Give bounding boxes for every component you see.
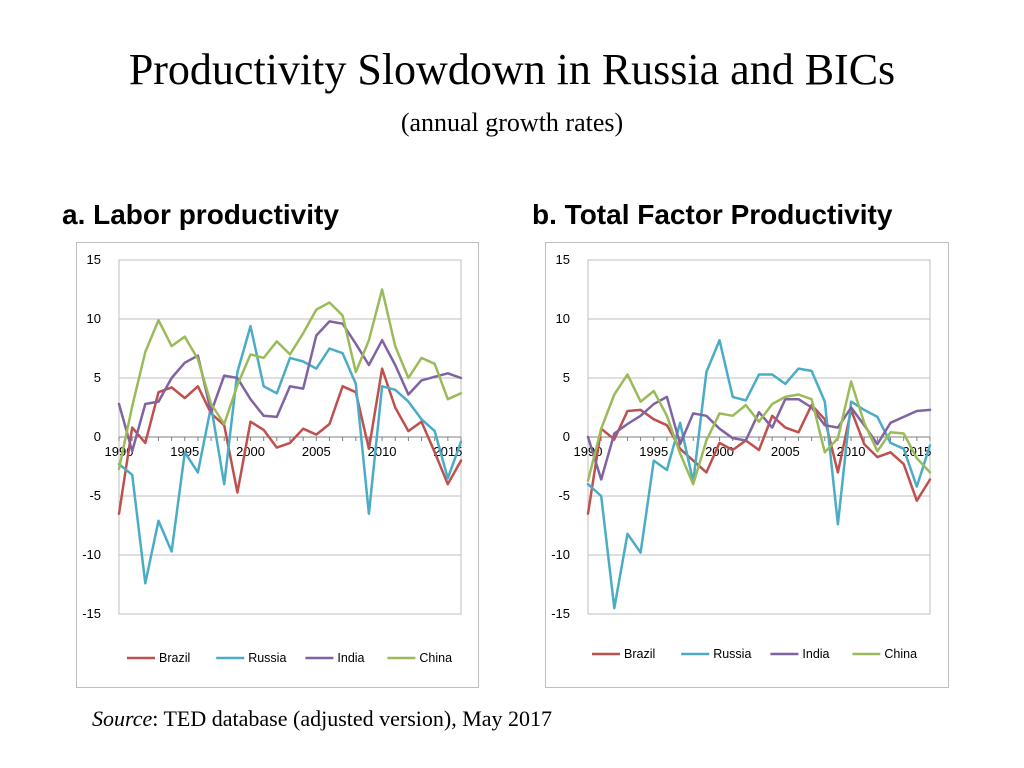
series-line-india xyxy=(117,320,463,453)
legend-label-india: India xyxy=(337,651,364,665)
source-label: Source xyxy=(92,706,153,731)
y-tick-label: 0 xyxy=(94,429,101,444)
series-line-russia xyxy=(117,324,463,585)
y-tick-label: 10 xyxy=(556,311,570,326)
page-title: Productivity Slowdown in Russia and BICs xyxy=(128,45,896,94)
y-tick-label: -15 xyxy=(82,606,101,621)
y-tick-label: -10 xyxy=(551,547,570,562)
labor-productivity-chart: 15 10 5 0 -5 -10 -15 1990 1995 2000 2005 2010 2015 Br… xyxy=(76,242,479,688)
legend-label-brazil: Brazil xyxy=(624,647,655,661)
legend-label-brazil: Brazil xyxy=(159,651,190,665)
y-tick-label: 5 xyxy=(94,370,101,385)
y-tick-label: -5 xyxy=(558,488,570,503)
series-line-brazil xyxy=(117,367,463,515)
x-tick-label: 2000 xyxy=(236,444,265,459)
legend-label-china: China xyxy=(884,647,917,661)
y-tick-label: 10 xyxy=(87,311,101,326)
tfp-chart: 15 10 5 0 -5 -10 -15 1990 1995 2000 2005 2010 2015 Br… xyxy=(545,242,949,688)
series-line-india xyxy=(586,395,932,481)
y-tick-label: -5 xyxy=(89,488,101,503)
y-tick-label: 15 xyxy=(556,252,570,267)
x-tick-label: 2010 xyxy=(368,444,397,459)
x-tick-label: 1995 xyxy=(639,444,668,459)
y-tick-label: 5 xyxy=(563,370,570,385)
source-text: : TED database (adjusted version), May 2… xyxy=(152,706,553,731)
y-tick-label: 15 xyxy=(87,252,101,267)
x-tick-label: 1990 xyxy=(105,444,134,459)
series-line-china xyxy=(586,373,932,486)
page-subtitle: (annual growth rates) xyxy=(400,108,624,137)
legend-label-russia: Russia xyxy=(248,651,286,665)
x-tick-label: 2005 xyxy=(771,444,800,459)
series-line-russia xyxy=(586,338,932,610)
legend-label-india: India xyxy=(802,647,829,661)
legend-label-russia: Russia xyxy=(713,647,751,661)
x-tick-label: 2005 xyxy=(302,444,331,459)
legend-label-china: China xyxy=(419,651,452,665)
source-note: Source: TED database (adjusted version),… xyxy=(92,706,552,732)
y-tick-label: -15 xyxy=(551,606,570,621)
series-line-china xyxy=(117,288,463,471)
x-tick-label: 2000 xyxy=(705,444,734,459)
y-tick-label: -10 xyxy=(82,547,101,562)
chart-b-title: b. Total Factor Productivity xyxy=(532,199,893,230)
x-tick-label: 2015 xyxy=(902,444,931,459)
chart-a-title: a. Labor productivity xyxy=(62,199,339,230)
y-tick-label: 0 xyxy=(563,429,570,444)
